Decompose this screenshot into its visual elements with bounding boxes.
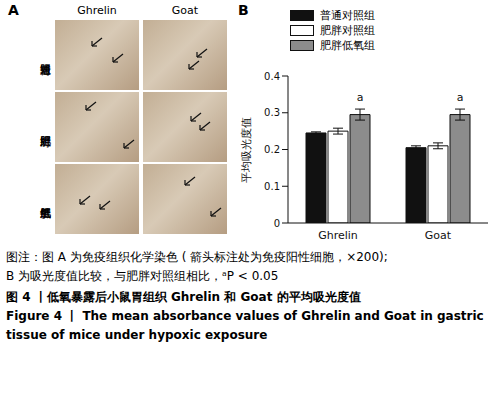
html-text:肥胖对照组: 肥胖对照组 <box>320 24 375 37</box>
svg-text:0.1: 0.1 <box>264 181 280 192</box>
svg-text:a: a <box>457 91 464 104</box>
svg-text:Goat: Goat <box>425 229 452 242</box>
html-text:Ghrelin: Ghrelin <box>77 4 117 17</box>
html-text:图 4 丨低氧暴露后小鼠胃组织 Ghrelin 和 Goat: 图 4 丨低氧暴露后小鼠胃组织 Ghrelin 和 Goat 的平均吸光度值 <box>6 290 361 304</box>
svg-text:0.3: 0.3 <box>264 107 280 118</box>
html-text:肥胖低氧组: 肥胖低氧组 <box>320 39 375 52</box>
html-text:A: A <box>8 2 19 18</box>
html-text:Goat: Goat <box>171 4 199 17</box>
html-text:Figure 4 丨 The mean absorbance: Figure 4 丨 The mean absorbance values of… <box>6 309 484 323</box>
html-text:普通对照组: 普通对照组 <box>320 9 375 22</box>
html-text:B: B <box>238 2 249 18</box>
svg-text:0.2: 0.2 <box>264 144 280 155</box>
html-text:图注：图 A 为免疫组织化学染色 ( 箭头标注处为免疫阳性细: 图注：图 A 为免疫组织化学染色 ( 箭头标注处为免疫阳性细胞，×200); <box>6 250 388 264</box>
svg-text:0.4: 0.4 <box>264 71 280 82</box>
html-text:B 为吸光度值比较，与肥胖对照组相比，ᵃP < 0.05: B 为吸光度值比较，与肥胖对照组相比，ᵃP < 0.05 <box>6 269 279 283</box>
svg-text:Ghrelin: Ghrelin <box>318 229 358 242</box>
html-text:tissue of mice under hypoxic e: tissue of mice under hypoxic exposure <box>6 328 268 342</box>
svg-text:平均吸光度值: 平均吸光度值 <box>240 117 253 183</box>
svg-text:a: a <box>357 91 364 104</box>
svg-text:0: 0 <box>274 218 280 229</box>
